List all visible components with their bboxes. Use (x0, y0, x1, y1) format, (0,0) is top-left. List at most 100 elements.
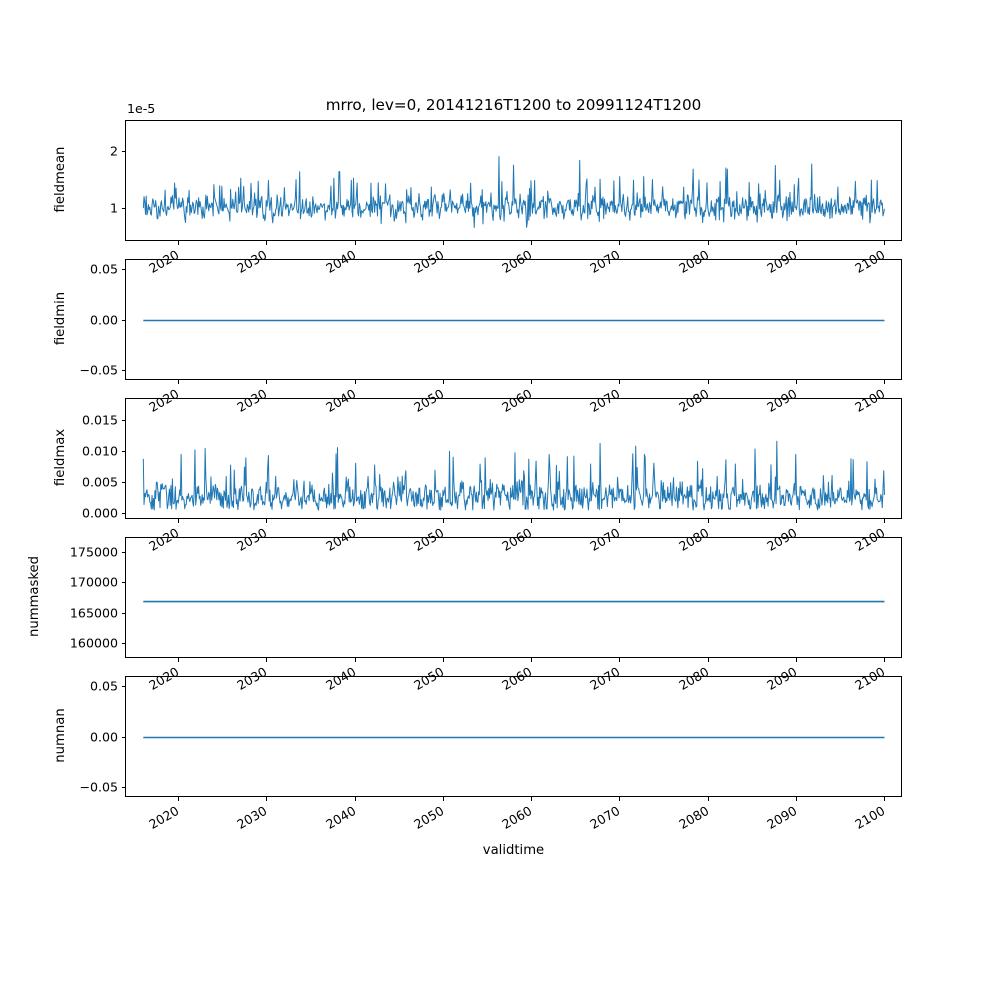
y-tick-label-fieldmax-0: 0.000 (81, 505, 118, 521)
x-tick-fieldmean-0 (177, 241, 179, 245)
x-tick-fieldmax-0 (177, 519, 179, 523)
x-tick-fieldmin-4 (531, 380, 533, 384)
x-tick-fieldmin-5 (619, 380, 621, 384)
x-tick-fieldmin-7 (796, 380, 798, 384)
y-tick-fieldmin-1 (121, 319, 125, 321)
x-tick-fieldmin-0 (177, 380, 179, 384)
x-tick-fieldmin-3 (442, 380, 444, 384)
x-tick-fieldmin-8 (884, 380, 886, 384)
x-axis-label: validtime (482, 843, 545, 858)
y-tick-fieldmin-0 (121, 369, 125, 371)
x-tick-numnan-8 (884, 797, 886, 801)
y-tick-fieldmean-1 (121, 151, 125, 153)
y-axis-offset-text-fieldmean: 1e-5 (127, 101, 156, 116)
x-tick-label-numnan-0: 2020 (146, 803, 182, 833)
x-tick-fieldmean-2 (354, 241, 356, 245)
plot-area-nummasked (143, 600, 885, 603)
y-tick-fieldmin-2 (121, 269, 125, 271)
plot-area-numnan (143, 736, 885, 739)
y-tick-label-fieldmin-1: 0.00 (89, 312, 118, 327)
x-tick-fieldmax-1 (266, 519, 268, 523)
x-tick-fieldmax-6 (707, 519, 709, 523)
subplot-fieldmin (125, 259, 902, 380)
x-tick-nummasked-7 (796, 658, 798, 662)
y-tick-label-fieldmin-2: 0.05 (89, 261, 118, 277)
x-tick-numnan-6 (707, 797, 709, 801)
x-tick-fieldmean-8 (884, 241, 886, 245)
data-line-fieldmax (142, 440, 885, 511)
x-tick-label-numnan-5: 2070 (587, 803, 623, 833)
y-tick-nummasked-3 (121, 552, 125, 554)
y-tick-label-nummasked-0: 160000 (69, 635, 118, 651)
y-tick-numnan-2 (121, 686, 125, 688)
x-tick-fieldmax-4 (531, 519, 533, 523)
y-tick-label-fieldmax-3: 0.015 (81, 412, 118, 428)
x-tick-numnan-2 (354, 797, 356, 801)
y-tick-fieldmax-1 (121, 482, 125, 484)
x-tick-fieldmean-1 (266, 241, 268, 245)
x-tick-fieldmax-8 (884, 519, 886, 523)
y-tick-nummasked-0 (121, 642, 125, 644)
y-tick-label-nummasked-3: 175000 (69, 544, 118, 560)
x-tick-fieldmax-3 (442, 519, 444, 523)
y-axis-label-fieldmax: fieldmax (52, 428, 68, 486)
x-tick-label-numnan-1: 2030 (234, 803, 270, 833)
x-tick-nummasked-8 (884, 658, 886, 662)
y-tick-fieldmax-0 (121, 513, 125, 515)
x-tick-fieldmax-5 (619, 519, 621, 523)
x-tick-label-numnan-2: 2040 (322, 803, 359, 833)
y-tick-label-numnan-2: 0.05 (89, 678, 118, 694)
y-tick-nummasked-2 (121, 582, 125, 584)
x-tick-label-numnan-8: 2100 (852, 803, 888, 833)
y-tick-label-fieldmean-0: 1 (109, 200, 118, 216)
y-tick-label-nummasked-2: 170000 (69, 574, 118, 590)
x-tick-label-numnan-6: 2080 (675, 803, 712, 833)
x-tick-fieldmean-3 (442, 241, 444, 245)
x-tick-fieldmin-6 (707, 380, 709, 384)
y-axis-label-fieldmean: fieldmean (52, 146, 68, 212)
subplot-numnan (125, 676, 902, 797)
y-axis-label-nummasked: nummasked (26, 555, 42, 637)
y-tick-numnan-0 (121, 786, 125, 788)
y-tick-fieldmax-2 (121, 451, 125, 453)
y-tick-numnan-1 (121, 736, 125, 738)
y-tick-label-nummasked-1: 165000 (69, 605, 118, 621)
x-tick-nummasked-2 (354, 658, 356, 662)
x-tick-numnan-3 (442, 797, 444, 801)
x-tick-fieldmin-2 (354, 380, 356, 384)
x-tick-nummasked-6 (707, 658, 709, 662)
x-tick-fieldmean-7 (796, 241, 798, 245)
x-tick-fieldmean-5 (619, 241, 621, 245)
x-tick-label-numnan-7: 2090 (764, 803, 800, 833)
subplot-fieldmean (125, 120, 902, 241)
x-tick-numnan-0 (177, 797, 179, 801)
x-tick-numnan-7 (796, 797, 798, 801)
subplot-nummasked (125, 537, 902, 658)
x-tick-nummasked-0 (177, 658, 179, 662)
subplot-fieldmax (125, 398, 902, 519)
x-tick-fieldmean-4 (531, 241, 533, 245)
y-tick-label-fieldmax-2: 0.010 (81, 443, 118, 459)
y-tick-label-numnan-1: 0.00 (89, 729, 118, 744)
plot-area-fieldmean (142, 156, 885, 228)
y-axis-label-numnan: numnan (52, 707, 68, 763)
x-tick-nummasked-5 (619, 658, 621, 662)
y-tick-label-fieldmax-1: 0.005 (81, 474, 118, 490)
y-tick-label-fieldmean-1: 2 (109, 143, 118, 159)
data-line-fieldmean (142, 156, 885, 228)
y-tick-label-fieldmin-0: −0.05 (79, 362, 118, 378)
x-tick-label-numnan-3: 2050 (411, 803, 447, 833)
y-tick-nummasked-1 (121, 612, 125, 614)
x-tick-fieldmean-6 (707, 241, 709, 245)
x-tick-fieldmin-1 (266, 380, 268, 384)
x-tick-fieldmax-7 (796, 519, 798, 523)
x-tick-nummasked-3 (442, 658, 444, 662)
x-tick-label-numnan-4: 2060 (499, 803, 535, 833)
y-axis-label-fieldmin: fieldmin (52, 291, 68, 345)
y-tick-fieldmax-3 (121, 420, 125, 422)
x-tick-numnan-5 (619, 797, 621, 801)
plot-area-fieldmax (142, 440, 885, 511)
x-tick-numnan-1 (266, 797, 268, 801)
y-tick-fieldmean-0 (121, 208, 125, 210)
